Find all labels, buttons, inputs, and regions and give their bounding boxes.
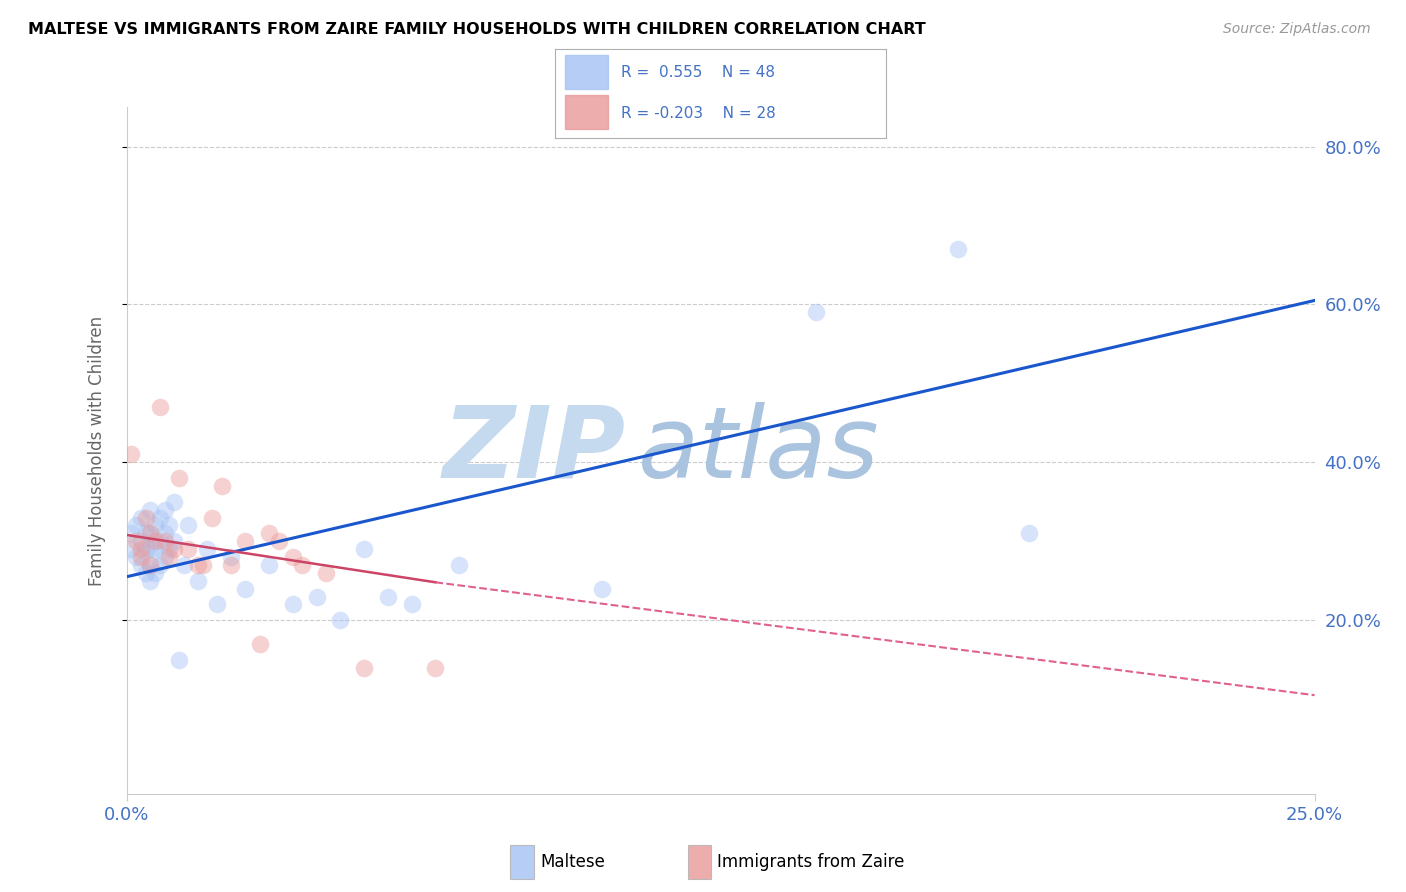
Point — [233, 582, 256, 596]
Y-axis label: Family Households with Children: Family Households with Children — [87, 316, 105, 585]
Point — [219, 549, 242, 564]
Point — [315, 566, 337, 580]
Point — [120, 542, 142, 557]
Text: Source: ZipAtlas.com: Source: ZipAtlas.com — [1223, 22, 1371, 37]
Point — [139, 526, 162, 541]
Point — [449, 558, 471, 572]
Point — [149, 400, 172, 414]
Point — [153, 534, 176, 549]
Point — [120, 447, 142, 461]
Point — [139, 526, 162, 541]
Bar — [510, 845, 534, 879]
Bar — [565, 55, 609, 89]
Bar — [688, 845, 710, 879]
Point — [291, 558, 314, 572]
Point — [157, 518, 180, 533]
Text: Immigrants from Zaire: Immigrants from Zaire — [717, 853, 904, 871]
Point — [167, 653, 190, 667]
Text: Maltese: Maltese — [540, 853, 605, 871]
Point — [281, 549, 304, 564]
Point — [177, 542, 200, 557]
Point — [305, 590, 328, 604]
Point — [191, 558, 214, 572]
Point — [187, 574, 209, 588]
Point — [149, 534, 172, 549]
Point — [591, 582, 613, 596]
Point — [157, 542, 180, 557]
Point — [329, 613, 352, 627]
Point — [153, 549, 176, 564]
Point — [257, 526, 280, 541]
Point — [129, 549, 152, 564]
Point — [125, 518, 148, 533]
Point — [129, 534, 152, 549]
Point — [139, 502, 162, 516]
Point — [167, 471, 190, 485]
Text: atlas: atlas — [637, 402, 879, 499]
Point — [1018, 526, 1040, 541]
Point — [163, 542, 186, 557]
Point — [143, 534, 166, 549]
Point — [205, 598, 228, 612]
Point — [125, 534, 148, 549]
Point — [149, 510, 172, 524]
Point — [201, 510, 224, 524]
Point — [143, 542, 166, 557]
Point — [187, 558, 209, 572]
Point — [425, 660, 447, 674]
Point — [377, 590, 399, 604]
Point — [139, 542, 162, 557]
Point — [129, 510, 152, 524]
Text: R =  0.555    N = 48: R = 0.555 N = 48 — [621, 65, 776, 79]
Point — [401, 598, 423, 612]
Point — [153, 502, 176, 516]
Point — [143, 566, 166, 580]
Point — [267, 534, 290, 549]
Point — [139, 574, 162, 588]
Point — [163, 534, 186, 549]
Text: MALTESE VS IMMIGRANTS FROM ZAIRE FAMILY HOUSEHOLDS WITH CHILDREN CORRELATION CHA: MALTESE VS IMMIGRANTS FROM ZAIRE FAMILY … — [28, 22, 927, 37]
Point — [281, 598, 304, 612]
Text: ZIP: ZIP — [443, 402, 626, 499]
Point — [195, 542, 218, 557]
Point — [257, 558, 280, 572]
Point — [129, 542, 152, 557]
Point — [149, 558, 172, 572]
Point — [143, 518, 166, 533]
Point — [153, 526, 176, 541]
Point — [139, 558, 162, 572]
Point — [135, 510, 157, 524]
Text: R = -0.203    N = 28: R = -0.203 N = 28 — [621, 106, 776, 120]
Point — [163, 495, 186, 509]
Point — [139, 558, 162, 572]
Point — [129, 558, 152, 572]
Point — [946, 242, 969, 256]
Bar — [565, 95, 609, 129]
Point — [353, 542, 375, 557]
Point — [157, 549, 180, 564]
Point — [211, 479, 233, 493]
Point — [135, 526, 157, 541]
Point — [219, 558, 242, 572]
Point — [353, 660, 375, 674]
Point — [135, 566, 157, 580]
Point — [125, 549, 148, 564]
Point — [135, 542, 157, 557]
Point — [173, 558, 195, 572]
Point — [120, 526, 142, 541]
Point — [233, 534, 256, 549]
Point — [249, 637, 271, 651]
Point — [177, 518, 200, 533]
Point — [804, 305, 827, 319]
